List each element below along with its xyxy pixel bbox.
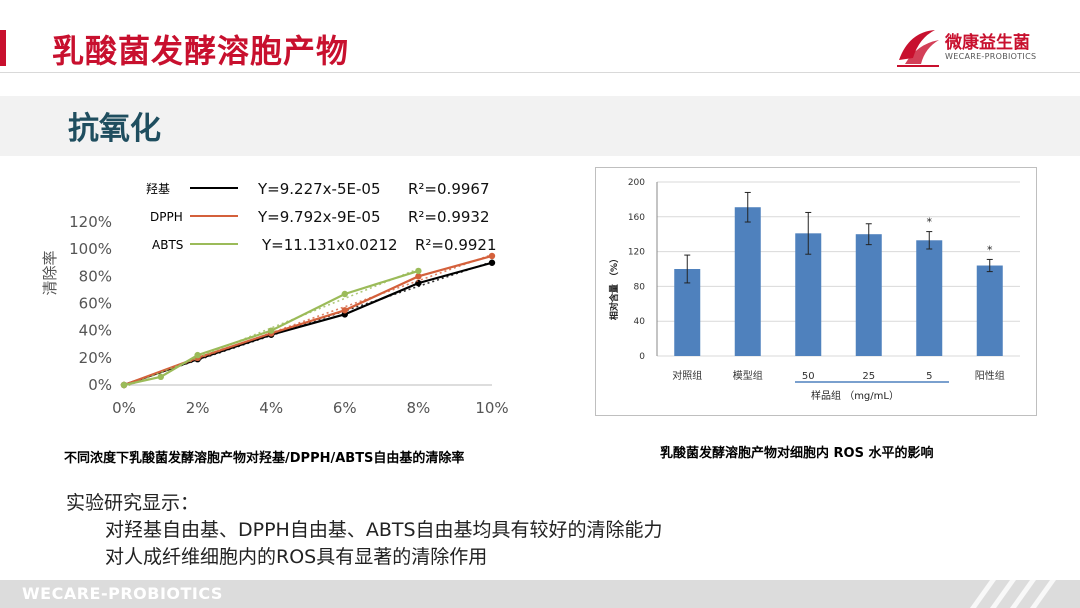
company-logo: 微康益生菌 WECARE-PROBIOTICS [895, 24, 1045, 68]
bar [734, 207, 761, 356]
legend-label: DPPH [150, 210, 183, 224]
data-point [415, 267, 422, 275]
data-point [341, 290, 348, 298]
y-tick-label: 120% [69, 213, 112, 231]
y-tick-label: 120 [628, 248, 645, 258]
ros-level-bar-chart: 0 40 80 120 160 200 * * 对照组 模型组 50 25 5 阳性组 相对含量 （%… [608, 178, 1020, 402]
x-tick-label: 8% [407, 399, 431, 417]
logo-swoosh-icon [897, 30, 939, 67]
legend-label: 羟基 [146, 181, 170, 196]
left-chart-caption: 不同浓度下乳酸菌发酵溶胞产物对羟基/DPPH/ABTS自由基的清除率 [64, 451, 465, 466]
regression-equation: Y=11.131x0.0212 [261, 236, 398, 254]
section-title: 抗氧化 [68, 111, 161, 147]
finding-item: 对人成纤维细胞内的ROS具有显著的清除作用 [105, 546, 488, 568]
footer-brand-text: WECARE-PROBIOTICS [22, 584, 223, 603]
x-tick-label: 2% [186, 399, 210, 417]
x-tick-label: 5 [926, 371, 932, 382]
y-axis-label: 相对含量 （%） [608, 254, 620, 320]
r-squared-label: R²=0.9921 [415, 236, 497, 254]
x-tick-label: 10% [475, 399, 508, 417]
significance-marker: * [987, 243, 993, 256]
data-point [268, 327, 275, 334]
y-tick-label: 80% [79, 267, 112, 285]
x-tick-label: 50 [802, 371, 815, 382]
section-band [0, 96, 1080, 156]
data-point [488, 252, 496, 260]
header-divider [0, 72, 1080, 73]
right-chart-caption: 乳酸菌发酵溶胞产物对细胞内 ROS 水平的影响 [660, 446, 934, 461]
series-line [123, 269, 419, 387]
r-squared-label: R²=0.9932 [408, 208, 490, 226]
data-point [157, 373, 164, 381]
y-axis-label: 清除率 [41, 250, 59, 295]
regression-equation: Y=9.792x-9E-05 [257, 208, 380, 226]
y-tick-label: 200 [628, 178, 645, 188]
x-tick-label: 对照组 [672, 369, 702, 382]
data-point [194, 351, 201, 359]
y-tick-label: 160 [628, 213, 645, 223]
data-point [341, 307, 348, 314]
page-title: 乳酸菌发酵溶胞产物 [52, 32, 350, 70]
y-tick-label: 80 [634, 282, 646, 292]
regression-equation: Y=9.227x-5E-05 [257, 180, 380, 198]
x-tick-label: 阳性组 [975, 369, 1005, 382]
bar [916, 240, 943, 356]
bar [855, 234, 882, 356]
y-tick-label: 0% [88, 376, 112, 394]
x-tick-label: 6% [333, 399, 357, 417]
data-point [120, 381, 128, 389]
x-tick-label: 0% [112, 399, 136, 417]
y-tick-label: 40% [79, 322, 112, 340]
r-squared-label: R²=0.9967 [408, 180, 490, 198]
x-tick-label: 模型组 [733, 369, 763, 382]
bar [674, 269, 701, 356]
findings-title: 实验研究显示： [66, 492, 200, 514]
data-point [488, 259, 496, 266]
x-tick-label: 25 [862, 371, 875, 382]
y-tick-label: 100% [69, 240, 112, 258]
y-tick-label: 20% [79, 349, 112, 367]
scavenging-rate-line-chart: 0% 20% 40% 60% 80% 100% 120% 0% 2% 4% 6% 8% 10% 羟基 Y… [41, 180, 509, 417]
logo-english-name: WECARE-PROBIOTICS [945, 52, 1037, 61]
logo-chinese-name: 微康益生菌 [945, 33, 1030, 53]
x-axis-label: 样品组 （mg/mL） [811, 389, 899, 402]
legend-label: ABTS [152, 238, 183, 252]
footer-stripes-icon [970, 580, 1056, 608]
bar [976, 265, 1003, 356]
y-tick-label: 60% [79, 295, 112, 313]
x-tick-label: 4% [259, 399, 283, 417]
finding-item: 对羟基自由基、DPPH自由基、ABTS自由基均具有较好的清除能力 [105, 519, 663, 541]
footer-bar: WECARE-PROBIOTICS [0, 580, 1080, 608]
significance-marker: * [927, 216, 933, 229]
y-tick-label: 0 [639, 352, 645, 362]
title-accent-bar [0, 30, 6, 66]
y-tick-label: 40 [634, 317, 646, 327]
data-point [415, 273, 422, 280]
